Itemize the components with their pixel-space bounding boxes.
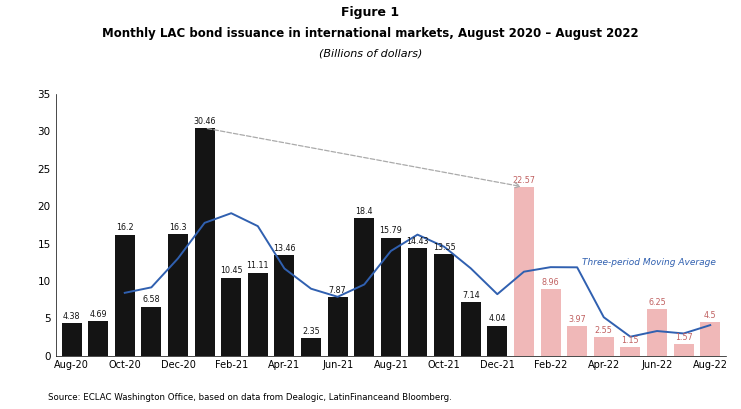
- Bar: [408, 248, 428, 356]
- Bar: [514, 187, 534, 356]
- Bar: [168, 234, 188, 356]
- Bar: [301, 338, 321, 356]
- Bar: [381, 238, 401, 356]
- Text: 8.96: 8.96: [542, 278, 559, 287]
- Bar: [354, 218, 374, 356]
- Text: 1.57: 1.57: [675, 333, 693, 342]
- Text: 7.87: 7.87: [329, 286, 347, 295]
- Bar: [195, 128, 215, 356]
- Text: 4.04: 4.04: [488, 315, 506, 324]
- Bar: [434, 254, 454, 356]
- Text: 2.35: 2.35: [302, 327, 320, 336]
- Text: Three-period Moving Average: Three-period Moving Average: [582, 258, 717, 267]
- Text: 11.11: 11.11: [247, 261, 269, 270]
- Text: 10.45: 10.45: [220, 266, 242, 275]
- Bar: [247, 273, 268, 356]
- Bar: [674, 344, 694, 356]
- Text: Figure 1: Figure 1: [342, 6, 399, 19]
- Text: 18.4: 18.4: [356, 207, 373, 216]
- Bar: [461, 302, 481, 356]
- Text: 4.5: 4.5: [704, 311, 717, 320]
- Text: 16.2: 16.2: [116, 223, 133, 232]
- Bar: [647, 309, 667, 356]
- Text: 3.97: 3.97: [568, 315, 586, 324]
- Text: 6.58: 6.58: [142, 295, 160, 304]
- Text: Source: ECLAC Washington Office, based on data from Dealogic, LatinFinance​and B: Source: ECLAC Washington Office, based o…: [48, 393, 452, 402]
- Text: 7.14: 7.14: [462, 291, 479, 300]
- Text: 30.46: 30.46: [193, 117, 216, 126]
- Text: 13.46: 13.46: [273, 244, 296, 253]
- Bar: [142, 307, 162, 356]
- Bar: [488, 326, 508, 356]
- Bar: [62, 323, 82, 356]
- Bar: [88, 321, 108, 356]
- Text: 22.57: 22.57: [513, 176, 536, 185]
- Bar: [328, 297, 348, 356]
- Bar: [567, 326, 587, 356]
- Bar: [274, 255, 294, 356]
- Text: 14.43: 14.43: [406, 237, 429, 246]
- Bar: [594, 337, 614, 356]
- Text: 16.3: 16.3: [169, 222, 187, 231]
- Bar: [620, 347, 640, 356]
- Bar: [541, 289, 560, 356]
- Bar: [115, 235, 135, 356]
- Text: 4.69: 4.69: [90, 310, 107, 319]
- Bar: [222, 278, 241, 356]
- Text: 4.38: 4.38: [63, 312, 80, 321]
- Text: 6.25: 6.25: [648, 298, 666, 307]
- Text: (Billions of dollars): (Billions of dollars): [319, 48, 422, 58]
- Text: Monthly LAC bond issuance in international markets, August 2020 – August 2022: Monthly LAC bond issuance in internation…: [102, 27, 639, 40]
- Text: 13.55: 13.55: [433, 243, 456, 252]
- Text: 2.55: 2.55: [595, 326, 613, 335]
- Text: 1.15: 1.15: [622, 336, 639, 345]
- Bar: [700, 322, 720, 356]
- Text: 15.79: 15.79: [379, 227, 402, 236]
